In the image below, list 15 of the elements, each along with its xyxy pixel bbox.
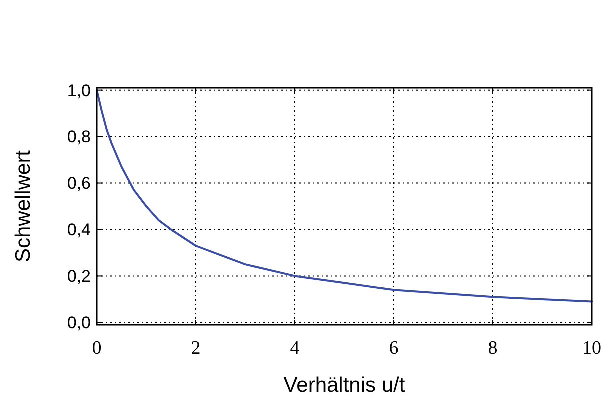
y-tick-label: 0,6 — [67, 174, 91, 194]
y-tick-label: 0,4 — [67, 220, 91, 240]
y-tick-label: 0,2 — [67, 267, 91, 286]
y-tick-label: 0,8 — [67, 128, 91, 147]
x-tick-label: 0 — [92, 338, 102, 359]
x-tick-label: 4 — [290, 338, 300, 359]
x-tick-label: 10 — [582, 338, 602, 359]
line-series — [96, 89, 593, 303]
y-axis-title: Schwellwert — [12, 150, 35, 263]
x-tick-label: 2 — [191, 338, 201, 359]
x-tick-label: 6 — [389, 338, 399, 359]
x-tick-label: 8 — [488, 338, 498, 359]
y-tick-label: 0,0 — [67, 314, 91, 333]
y-tick-label: 1,0 — [67, 81, 91, 100]
x-axis-title: Verhältnis u/t — [284, 374, 406, 397]
